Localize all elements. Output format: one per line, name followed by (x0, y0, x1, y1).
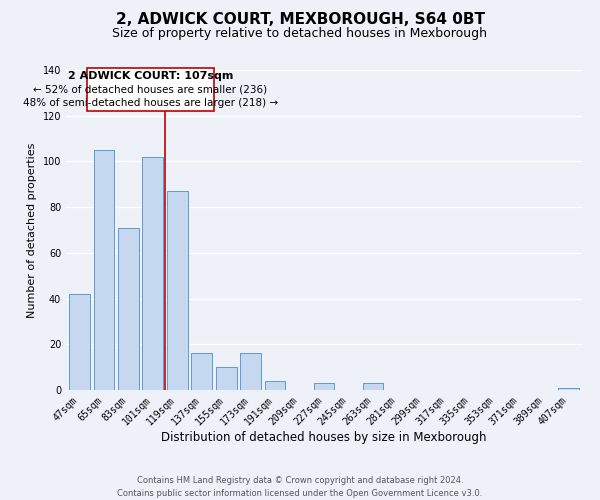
Bar (558, 388, 579, 390)
Text: Contains HM Land Registry data © Crown copyright and database right 2024.
Contai: Contains HM Land Registry data © Crown c… (118, 476, 482, 498)
Text: 48% of semi-detached houses are larger (218) →: 48% of semi-detached houses are larger (… (23, 98, 278, 108)
Bar (362, 383, 383, 390)
X-axis label: Distribution of detached houses by size in Mexborough: Distribution of detached houses by size … (161, 431, 487, 444)
Bar (265, 381, 286, 390)
Bar (94, 150, 114, 390)
Bar (167, 191, 188, 390)
Bar (142, 157, 163, 390)
Bar (69, 294, 90, 390)
Text: Size of property relative to detached houses in Mexborough: Size of property relative to detached ho… (113, 28, 487, 40)
Bar (314, 383, 334, 390)
Text: 2, ADWICK COURT, MEXBOROUGH, S64 0BT: 2, ADWICK COURT, MEXBOROUGH, S64 0BT (115, 12, 485, 28)
Bar (216, 367, 236, 390)
Bar (191, 354, 212, 390)
Text: ← 52% of detached houses are smaller (236): ← 52% of detached houses are smaller (23… (34, 84, 268, 94)
Y-axis label: Number of detached properties: Number of detached properties (27, 142, 37, 318)
Text: 2 ADWICK COURT: 107sqm: 2 ADWICK COURT: 107sqm (68, 72, 233, 82)
Bar (118, 228, 139, 390)
Bar (240, 354, 261, 390)
FancyBboxPatch shape (87, 68, 214, 111)
